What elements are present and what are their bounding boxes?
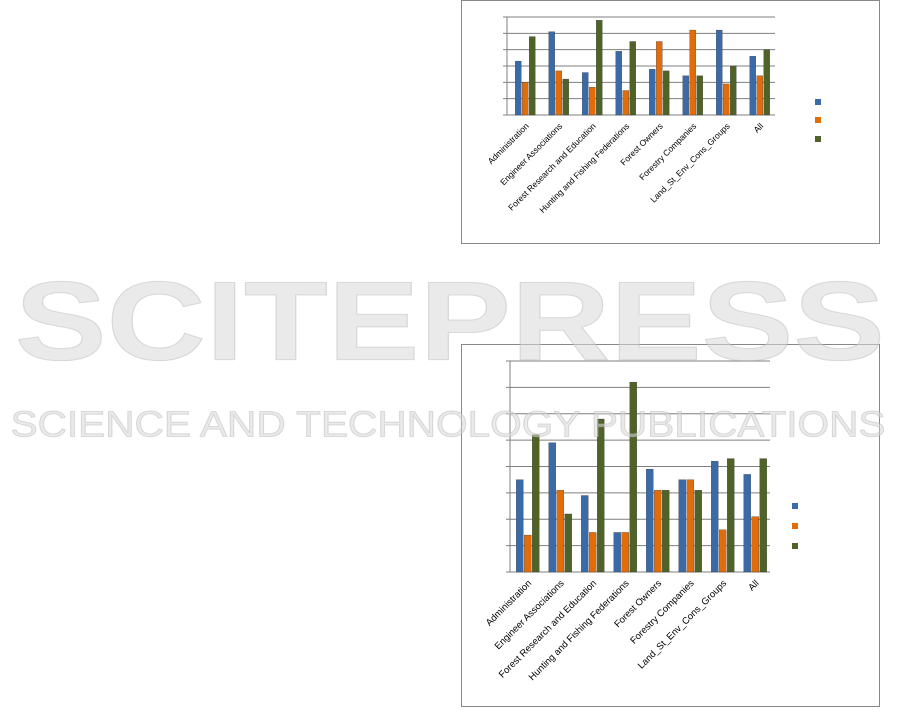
bar [759,458,767,573]
bar [654,490,662,573]
bar [663,70,670,116]
bar [515,60,522,116]
legend-swatch [792,523,798,529]
legend-swatch [815,117,821,123]
bar [622,90,629,116]
bar [524,534,532,573]
bar [749,56,756,116]
bar [723,83,730,116]
bar [689,29,696,116]
bar [529,36,536,116]
bar [719,529,727,573]
bar [582,72,589,116]
bar [516,479,524,573]
legend-swatch [792,543,798,549]
bar [522,82,529,116]
bar [711,461,719,573]
bar [597,418,605,573]
bar [556,490,564,573]
bar [743,474,751,573]
bar [564,513,572,573]
bar [532,434,540,573]
bar [596,20,603,116]
bar [589,532,597,573]
bar [646,468,654,573]
bar [727,458,735,573]
bar [696,75,703,116]
bar [662,490,670,573]
bar [682,75,689,116]
bar [548,31,555,116]
bar [649,69,656,116]
legend-swatch [815,136,821,142]
bar [751,516,759,573]
bar [730,65,737,116]
bar [615,51,622,116]
bar [581,495,589,573]
bar [555,70,562,116]
bar [562,78,569,116]
bar [589,87,596,116]
watermark-subtitle: SCIENCE AND TECHNOLOGY PUBLICATIONS [11,404,886,445]
bar [694,490,702,573]
bar [716,29,723,116]
watermark-title: SCITEPRESS [15,259,885,384]
bar [656,41,663,116]
figure-frame [461,344,880,707]
legend-swatch [792,503,798,509]
bar [629,381,637,573]
bar [756,75,763,116]
bar [629,41,636,116]
bar [621,532,629,573]
bar [686,479,694,573]
bar [613,532,621,573]
bar [548,442,556,573]
bar [678,479,686,573]
legend-swatch [815,99,821,105]
bar [763,49,770,116]
